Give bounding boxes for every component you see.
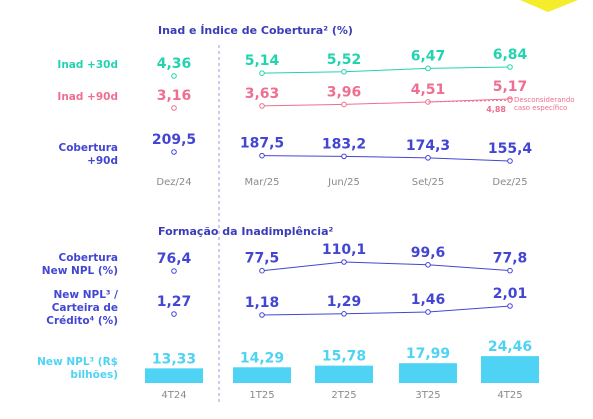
series-name: New NPL³ (R$ bilhões) [37,356,118,381]
series-name-box: Cobertura New NPL (%) [41,252,118,277]
point [259,70,265,76]
value-label: 209,5 [152,132,196,148]
point [171,311,177,317]
series-name-box: Cobertura +90d [58,142,119,167]
point [425,262,431,268]
point [425,155,431,161]
point [171,149,177,155]
point [259,267,265,274]
value-label: 17,99 [406,346,450,362]
value-label: 5,52 [327,52,362,68]
point [341,259,347,265]
point [171,268,177,274]
chart-title: Formação da Inadimplência² [158,225,333,238]
series-name: New NPL³ / Carteira de Crédito⁴ (%) [46,289,118,327]
x-tick-label: 4T25 [497,390,522,401]
point [341,311,347,317]
line [261,155,511,162]
value-label: 1,27 [157,294,192,310]
series-name: Cobertura New NPL (%) [41,252,118,277]
series-name: Cobertura +90d [58,142,119,167]
x-tick-label: Jun/25 [327,177,360,188]
value-label: 1,29 [327,294,362,310]
value-label: 1,46 [411,292,446,308]
series-name-box: New NPL³ (R$ bilhões) [37,356,118,381]
value-label: 174,3 [406,138,450,154]
point [341,101,347,108]
value-label: 1,18 [245,295,280,311]
x-tick-label: 1T25 [249,390,274,401]
decoration [520,0,578,12]
line [261,261,511,272]
point [259,312,265,318]
series-name-box: Inad +30d [57,59,118,71]
bar [315,365,373,383]
series-name: Inad +30d [57,59,118,71]
value-label: 77,5 [245,251,280,267]
x-tick-label: Set/25 [412,177,445,188]
point [507,158,513,164]
line [261,305,511,316]
value-label: 24,46 [488,339,532,355]
value-label: 99,6 [411,245,446,261]
line [261,66,511,74]
x-tick-label: Dez/25 [492,177,527,188]
value-label: 15,78 [322,349,366,365]
value-label: 187,5 [240,136,284,152]
point [341,68,347,75]
bar [145,368,203,383]
value-label: 110,1 [322,242,366,258]
point [507,267,513,274]
value-label: 6,47 [411,48,446,64]
value-label: 13,33 [152,351,196,367]
annotation-line [427,99,511,103]
value-label: 5,14 [245,53,280,69]
value-label: 4,36 [157,56,192,72]
point [171,73,177,79]
value-label: 183,2 [322,136,366,152]
point [171,105,177,111]
point [259,152,265,159]
annotation-text: Desconsiderando caso específico [514,96,575,113]
x-tick-label: Dez/24 [156,177,191,188]
annotation-text-box: Desconsiderando caso específico [514,96,575,113]
annotation-label: 4,88 [486,105,506,114]
x-tick-label: Mar/25 [245,177,280,188]
annotation-point [507,97,513,103]
bar [233,367,291,383]
series-name-box: Inad +90d [57,91,118,103]
value-label: 155,4 [488,141,533,157]
value-label: 77,8 [493,251,528,267]
line [261,98,511,107]
value-label: 2,01 [493,286,528,302]
value-label: 6,84 [493,47,528,63]
x-tick-label: 2T25 [331,390,356,401]
value-label: 14,29 [240,350,284,366]
x-tick-label: 4T24 [161,390,186,401]
value-label: 76,4 [157,251,192,267]
point [259,103,265,109]
point [507,64,513,70]
point [507,303,513,309]
value-label: 4,51 [411,82,446,98]
point [341,153,347,160]
value-label: 3,16 [157,88,192,104]
bar [399,363,457,383]
value-label: 3,96 [327,84,362,100]
value-label: 5,17 [493,79,528,95]
bar [481,356,539,383]
point [425,65,431,72]
series-name-box: New NPL³ / Carteira de Crédito⁴ (%) [46,289,118,327]
value-label: 3,63 [245,86,280,102]
point [425,309,431,315]
x-tick-label: 3T25 [415,390,440,401]
series-name: Inad +90d [57,91,118,103]
chart-title: Inad e Índice de Cobertura² (%) [158,24,353,37]
